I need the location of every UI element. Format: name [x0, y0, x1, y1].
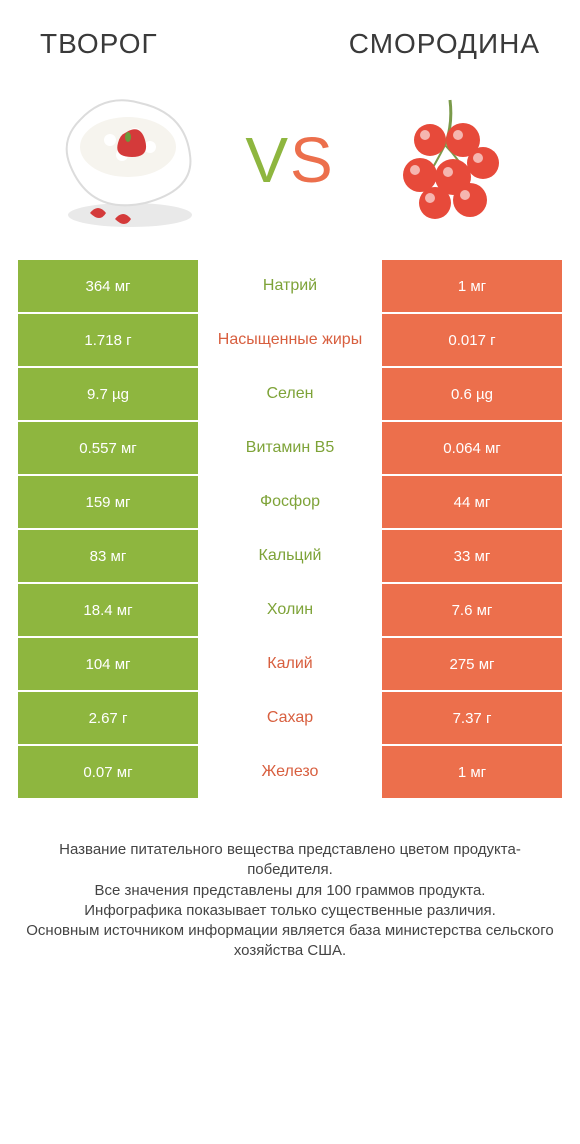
table-row: 2.67 гСахар7.37 г: [18, 692, 562, 744]
comparison-table: 364 мгНатрий1 мг1.718 гНасыщенные жиры0.…: [0, 260, 580, 798]
value-right: 1 мг: [382, 746, 562, 798]
vs-s: S: [290, 124, 335, 196]
table-row: 364 мгНатрий1 мг: [18, 260, 562, 312]
value-right: 7.6 мг: [382, 584, 562, 636]
value-right: 33 мг: [382, 530, 562, 582]
nutrient-label: Калий: [198, 638, 382, 690]
table-row: 0.557 мгВитамин B50.064 мг: [18, 422, 562, 474]
value-left: 1.718 г: [18, 314, 198, 366]
value-left: 2.67 г: [18, 692, 198, 744]
table-row: 104 мгКалий275 мг: [18, 638, 562, 690]
table-row: 18.4 мгХолин7.6 мг: [18, 584, 562, 636]
value-right: 1 мг: [382, 260, 562, 312]
title-left: ТВОРОГ: [40, 28, 158, 60]
table-row: 83 мгКальций33 мг: [18, 530, 562, 582]
nutrient-label: Кальций: [198, 530, 382, 582]
nutrient-label: Витамин B5: [198, 422, 382, 474]
footer: Название питательного вещества представл…: [0, 800, 580, 962]
table-row: 9.7 µgСелен0.6 µg: [18, 368, 562, 420]
value-right: 0.064 мг: [382, 422, 562, 474]
vs-v: V: [245, 124, 290, 196]
value-left: 364 мг: [18, 260, 198, 312]
value-right: 0.6 µg: [382, 368, 562, 420]
vs-label: VS: [245, 123, 334, 197]
value-right: 44 мг: [382, 476, 562, 528]
footer-line: Основным источником информации является …: [24, 921, 556, 962]
table-row: 0.07 мгЖелезо1 мг: [18, 746, 562, 798]
nutrient-label: Насыщенные жиры: [198, 314, 382, 366]
header: ТВОРОГ СМОРОДИНА: [0, 0, 580, 70]
currant-image: [370, 80, 530, 240]
hero: VS: [0, 70, 580, 260]
footer-line: Название питательного вещества представл…: [24, 840, 556, 881]
nutrient-label: Натрий: [198, 260, 382, 312]
value-right: 275 мг: [382, 638, 562, 690]
value-left: 159 мг: [18, 476, 198, 528]
value-left: 83 мг: [18, 530, 198, 582]
footer-line: Все значения представлены для 100 граммо…: [24, 881, 556, 901]
title-right: СМОРОДИНА: [349, 28, 540, 60]
nutrient-label: Селен: [198, 368, 382, 420]
table-row: 1.718 гНасыщенные жиры0.017 г: [18, 314, 562, 366]
value-left: 104 мг: [18, 638, 198, 690]
table-row: 159 мгФосфор44 мг: [18, 476, 562, 528]
value-left: 18.4 мг: [18, 584, 198, 636]
value-right: 0.017 г: [382, 314, 562, 366]
nutrient-label: Железо: [198, 746, 382, 798]
nutrient-label: Холин: [198, 584, 382, 636]
cottage-cheese-image: [50, 80, 210, 240]
value-left: 9.7 µg: [18, 368, 198, 420]
value-right: 7.37 г: [382, 692, 562, 744]
value-left: 0.07 мг: [18, 746, 198, 798]
nutrient-label: Фосфор: [198, 476, 382, 528]
value-left: 0.557 мг: [18, 422, 198, 474]
footer-line: Инфографика показывает только существенн…: [24, 901, 556, 921]
nutrient-label: Сахар: [198, 692, 382, 744]
